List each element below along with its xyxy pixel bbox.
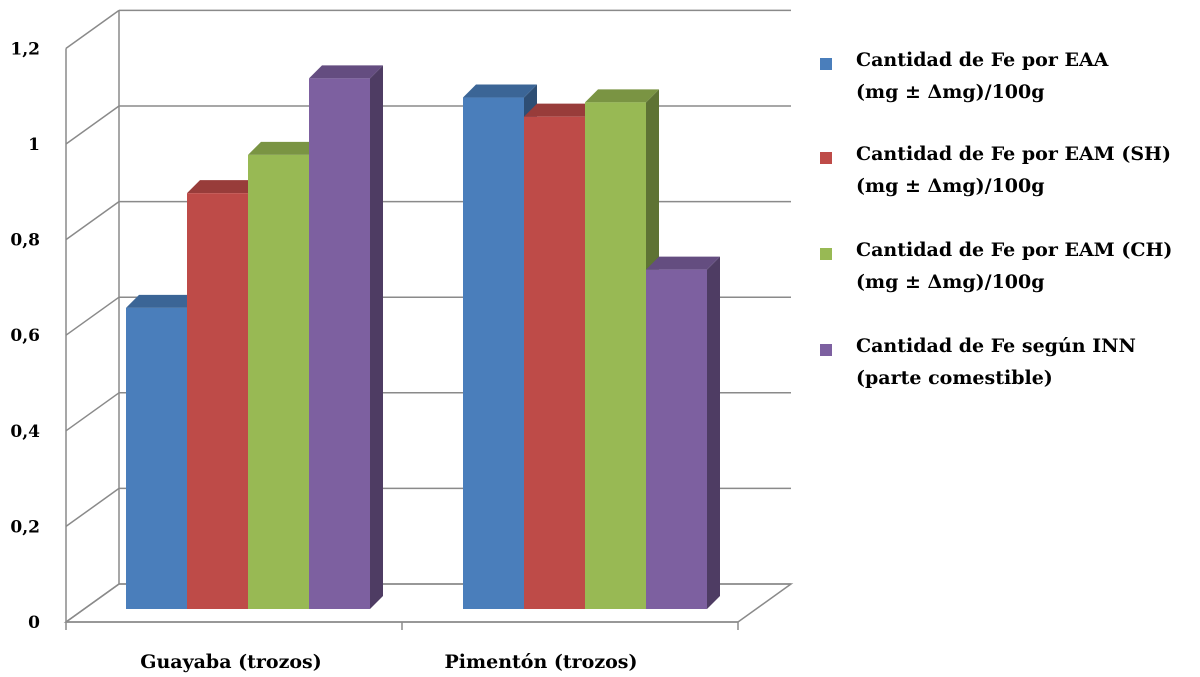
side-gridline: [65, 9, 120, 50]
bar: [126, 307, 187, 609]
x-category-label: Pimentón (trozos): [445, 651, 638, 673]
bar-side: [370, 65, 383, 610]
bar: [248, 154, 309, 609]
y-tick-label: 0,4: [10, 422, 40, 442]
bar: [646, 269, 707, 609]
bar-top: [646, 256, 720, 270]
y-axis-ticks: 0 0,2 0,4 0,6 0,8 1 1,2: [10, 39, 40, 633]
bar-side: [707, 256, 720, 609]
y-tick-label: 0,8: [10, 231, 40, 251]
bar-top: [309, 65, 383, 79]
bar: [463, 97, 524, 609]
bar: [524, 116, 585, 609]
legend-swatch-eaa: [820, 58, 832, 70]
side-gridline: [65, 105, 120, 145]
y-tick-label: 1,2: [10, 39, 40, 59]
x-axis-labels: Guayaba (trozos) Pimentón (trozos): [140, 651, 637, 673]
bars: [126, 65, 720, 610]
bar-top: [187, 180, 261, 194]
legend-swatch-eam-sh: [820, 152, 832, 164]
bar-top: [585, 89, 659, 103]
x-category-label: Guayaba (trozos): [140, 651, 322, 673]
legend-label-inn: Cantidad de Fe según INN (parte comestib…: [856, 335, 1136, 389]
side-gridline: [65, 487, 120, 528]
bar: [187, 193, 248, 609]
y-tick-label: 0,2: [10, 517, 40, 537]
legend-label-eam-ch: Cantidad de Fe por EAM (CH) (mg ± Δmg)/1…: [856, 239, 1173, 293]
bar: [309, 78, 370, 610]
legend-label-eaa: Cantidad de Fe por EAA (mg ± Δmg)/100g: [856, 49, 1109, 103]
side-gridline: [65, 200, 120, 241]
y-tick-label: 0,6: [10, 326, 40, 346]
bar-top: [524, 103, 598, 117]
legend-label-eam-sh: Cantidad de Fe por EAM (SH) (mg ± Δmg)/1…: [856, 143, 1171, 197]
side-gridline: [65, 392, 120, 432]
side-gridline: [65, 583, 120, 623]
y-tick-label: 1: [28, 135, 40, 155]
legend-swatch-eam-ch: [820, 248, 832, 260]
bar-top: [248, 141, 322, 155]
axes: [65, 10, 739, 630]
y-tick-label: 0: [28, 613, 40, 633]
bar: [585, 102, 646, 609]
side-gridline: [65, 296, 120, 336]
bar-top: [463, 84, 537, 98]
bar-top: [126, 294, 200, 308]
legend-swatch-inn: [820, 344, 832, 356]
